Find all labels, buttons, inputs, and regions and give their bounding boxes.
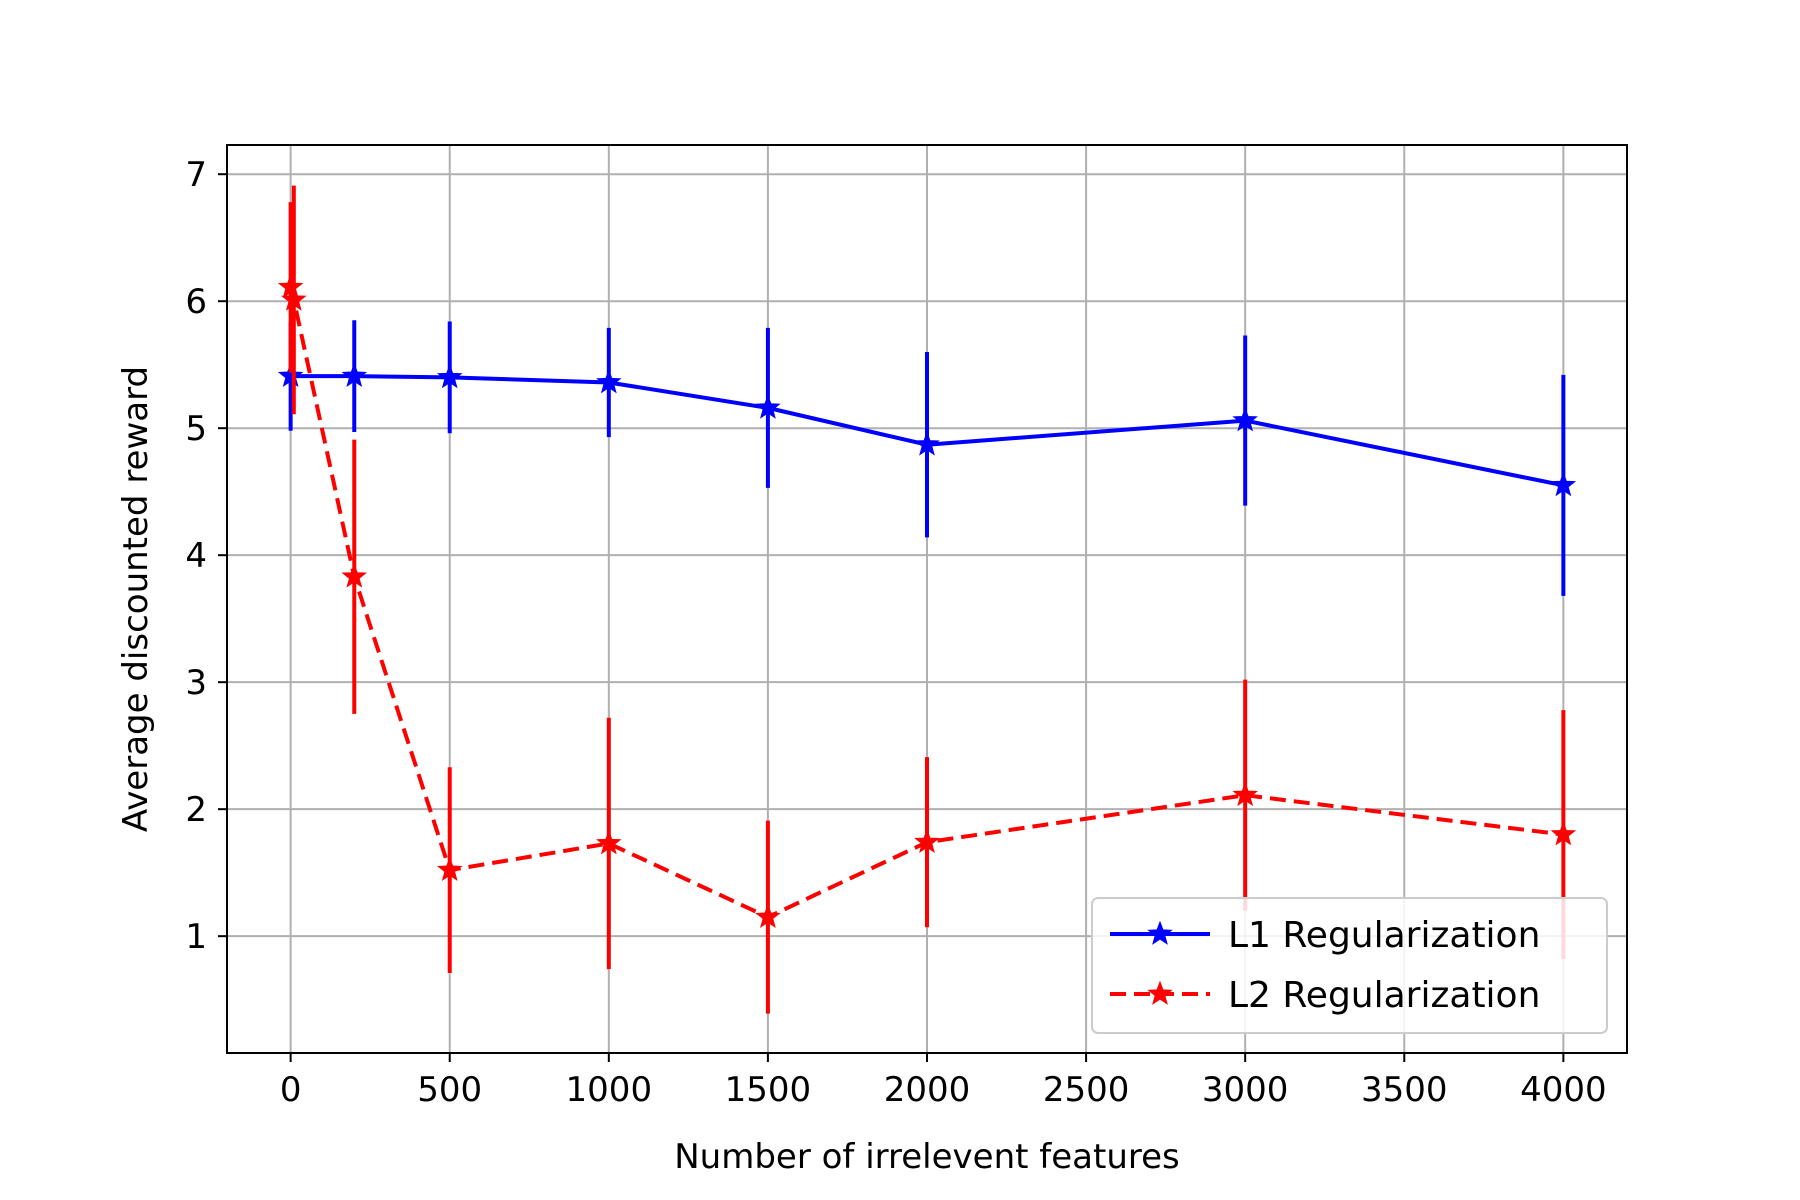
series-2-line [288, 286, 1564, 920]
x-tick-label-1: 500 [417, 1070, 482, 1110]
y-tick-label-5: 6 [185, 282, 207, 322]
series-2-point-6 [914, 828, 940, 854]
series-1-line [290, 374, 1564, 488]
legend-box [1091, 897, 1608, 1034]
series-1-point-3 [596, 369, 622, 394]
x-tick-label-8: 4000 [1520, 1070, 1607, 1110]
x-tick-label-6: 3000 [1202, 1070, 1289, 1110]
series-2-point-7 [1232, 781, 1258, 807]
series-1-point-7 [1550, 471, 1577, 497]
legend: L1 Regularization L2 Regularization [1091, 897, 1608, 1034]
y-tick-label-1: 2 [185, 790, 207, 830]
x-tick-label-0: 0 [280, 1070, 302, 1110]
y-tick-label-2: 3 [185, 663, 207, 703]
series-1 [277, 320, 1577, 596]
y-tick-label-4: 5 [185, 409, 207, 449]
series-1-point-5 [914, 431, 940, 456]
y-tick-label-3: 4 [185, 536, 207, 576]
series-1-point-4 [755, 394, 781, 419]
x-tick-label-3: 1500 [725, 1070, 812, 1110]
y-axis-title: Average discounted reward [116, 366, 156, 832]
legend-marker-2 [1147, 980, 1173, 1005]
series-2-point-0 [277, 273, 304, 299]
series-1-point-1 [341, 362, 368, 387]
x-tick-label-7: 3500 [1361, 1070, 1448, 1110]
legend-marker-1 [1147, 920, 1173, 945]
series-2-point-4 [596, 830, 622, 855]
series-2-point-2 [341, 563, 368, 588]
series-1-point-6 [1232, 407, 1258, 432]
series-2-point-3 [436, 856, 463, 881]
x-tick-label-4: 2000 [884, 1070, 971, 1110]
series-2-point-8 [1550, 821, 1577, 846]
series-2-point-5 [755, 903, 781, 928]
x-tick-label-5: 2500 [1043, 1070, 1130, 1110]
series-2-point-1 [281, 286, 307, 311]
y-tick-label-6: 7 [185, 155, 207, 195]
x-axis-title: Number of irrelevent features [674, 1137, 1180, 1177]
series-layer [277, 185, 1577, 1014]
x-tick-label-2: 1000 [566, 1070, 653, 1110]
legend-label-2: L2 Regularization [1228, 975, 1540, 1016]
series-1-point-0 [277, 362, 304, 387]
legend-label-1: L1 Regularization [1228, 915, 1540, 956]
series-1-point-2 [436, 363, 463, 389]
y-tick-label-0: 1 [185, 917, 207, 957]
ticks: 0 500 1000 1500 2000 2500 3000 3500 4000 1 2 3 4 5 6 7 [185, 155, 1606, 1110]
